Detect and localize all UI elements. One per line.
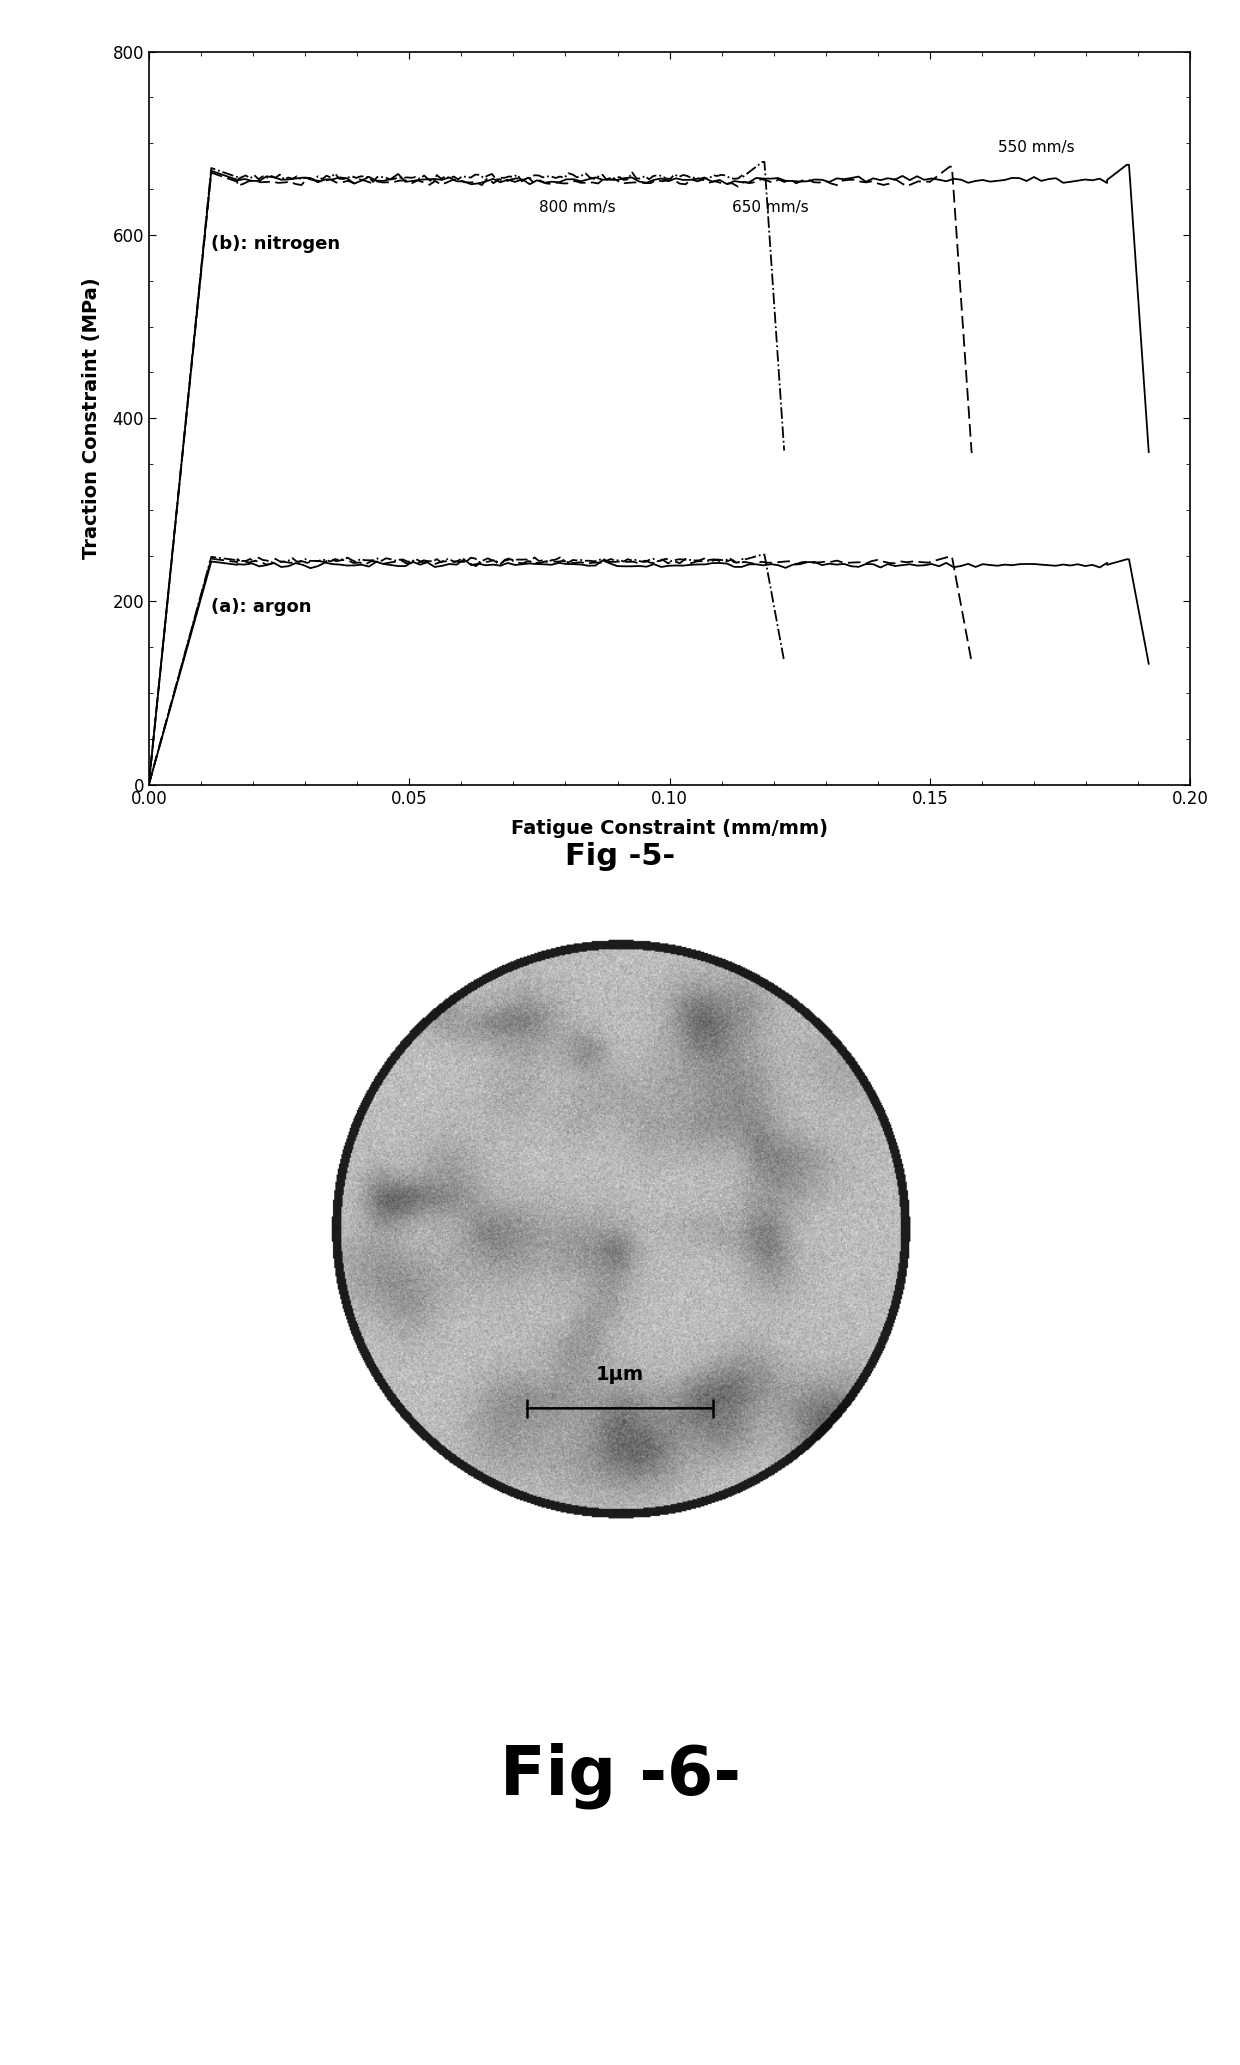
Text: (b): nitrogen: (b): nitrogen [211,235,341,252]
Text: 1μm: 1μm [596,1365,644,1384]
Y-axis label: Traction Constraint (MPa): Traction Constraint (MPa) [82,277,102,560]
Text: (a): argon: (a): argon [211,599,311,617]
Text: Fig -5-: Fig -5- [565,843,675,871]
Text: 550 mm/s: 550 mm/s [998,140,1074,155]
Text: 650 mm/s: 650 mm/s [732,200,808,215]
Text: 800 mm/s: 800 mm/s [539,200,616,215]
X-axis label: Fatigue Constraint (mm/mm): Fatigue Constraint (mm/mm) [511,818,828,838]
Text: Fig -6-: Fig -6- [500,1743,740,1809]
